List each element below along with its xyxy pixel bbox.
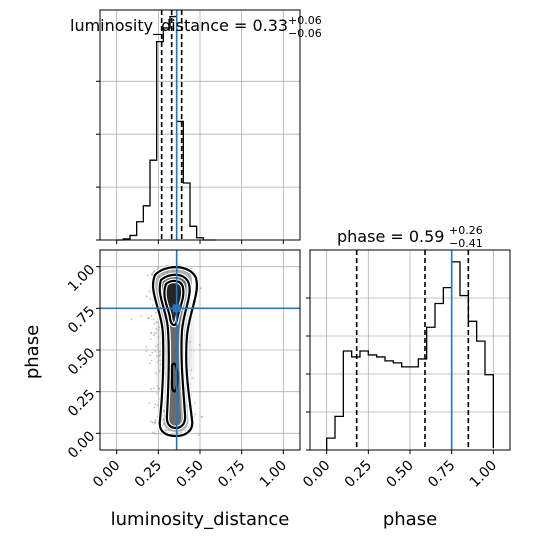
density-2d-sample xyxy=(156,404,159,407)
hist-phase-title-minus: −0.41 xyxy=(449,237,483,250)
density-2d-sample xyxy=(153,406,156,409)
density-2d-sample xyxy=(151,271,154,274)
density-2d-sample xyxy=(184,429,187,432)
density-2d-sample xyxy=(154,419,157,422)
density-2d-truth-marker xyxy=(172,304,181,313)
density-2d-sample xyxy=(149,362,151,365)
density-2d-sample xyxy=(145,350,148,353)
density-2d-sample xyxy=(151,421,154,424)
hist-luminosity-title: luminosity_distance = 0.33 xyxy=(70,16,288,36)
hist-luminosity-steps xyxy=(116,15,217,241)
hist-phase-title-plus: +0.26 xyxy=(449,224,483,237)
hist-phase-xtick-label-1: 0.25 xyxy=(342,458,375,491)
density-2d-sample xyxy=(145,295,148,298)
density-2d-sample xyxy=(157,266,159,269)
density-2d-contour-outer xyxy=(151,266,198,438)
density-2d-xtick-label-0: 0.00 xyxy=(90,458,123,491)
hist-luminosity-grid xyxy=(100,10,300,241)
density-2d-sample xyxy=(150,331,153,334)
hist-luminosity-ticks xyxy=(96,80,284,244)
hist-phase-title: phase = 0.59 xyxy=(337,227,444,246)
density-2d-contour-mid xyxy=(158,273,191,430)
density-2d-sample xyxy=(152,387,155,390)
density-2d-sample xyxy=(140,315,143,318)
hist-phase-xtick-label-0: 0.00 xyxy=(300,458,333,491)
hist-phase-quantiles xyxy=(355,250,470,450)
hist-phase-panel: 0.00 0.25 0.50 0.75 1.00 phase = 0.59 +0.26 … xyxy=(300,224,511,530)
density-2d-sample xyxy=(151,304,154,307)
density-2d-sample xyxy=(154,403,157,406)
density-2d-sample xyxy=(150,315,153,317)
density-2d-ytick-label-4: 1.00 xyxy=(65,262,98,295)
density-2d-sample xyxy=(164,429,167,432)
density-2d-sample xyxy=(198,343,201,346)
density-2d-sample xyxy=(151,273,153,276)
density-2d-xtick-label-4: 1.00 xyxy=(257,458,290,491)
density-2d-sample xyxy=(154,421,157,424)
hist-phase-xtick-label-4: 1.00 xyxy=(467,458,500,491)
hist-luminosity-quantiles xyxy=(160,10,183,240)
density-2d-sample xyxy=(149,354,152,357)
density-2d-sample xyxy=(152,318,155,320)
density-2d-sample xyxy=(151,351,154,354)
density-2d-sample xyxy=(153,270,155,273)
hist-luminosity-title-plus: +0.06 xyxy=(288,14,322,27)
hist-phase-grid xyxy=(310,250,510,451)
density-2d-sample xyxy=(153,421,156,424)
hist-phase-ticks: 0.00 0.25 0.50 0.75 1.00 xyxy=(300,297,500,491)
density-2d-sample xyxy=(145,345,147,348)
density-2d-xtick-label-3: 0.75 xyxy=(215,458,248,491)
density-2d-ytick-label-2: 0.50 xyxy=(65,345,98,378)
x-axis-label-phase: phase xyxy=(383,509,437,530)
density-2d-sample xyxy=(148,402,151,405)
density-2d-sample xyxy=(147,317,150,320)
density-2d-grid xyxy=(100,250,300,450)
hist-phase-steps xyxy=(326,261,494,450)
density-2d-sample xyxy=(149,297,152,300)
density-2d-sample xyxy=(200,415,203,418)
density-2d-sample xyxy=(148,290,151,293)
y-axis-label-phase: phase xyxy=(22,325,43,379)
density-2d-xtick-label-2: 0.50 xyxy=(173,458,206,491)
density-2d-sample xyxy=(201,416,204,418)
density-2d-sample xyxy=(147,316,150,319)
density-2d-sample xyxy=(199,287,202,290)
x-axis-label-luminosity: luminosity_distance xyxy=(111,509,290,530)
density-2d-sample xyxy=(152,431,155,434)
hist-phase-xtick-label-2: 0.50 xyxy=(383,458,416,491)
density-2d-sample xyxy=(150,332,152,335)
density-2d-ytick-label-0: 0.00 xyxy=(65,428,98,461)
density-2d-sample xyxy=(164,428,167,431)
density-2d-sample xyxy=(193,413,196,416)
density-2d-sample xyxy=(149,338,152,340)
density-2d-sample xyxy=(154,433,157,435)
density-2d-ytick-label-3: 0.75 xyxy=(65,303,98,336)
density-2d-xtick-label-1: 0.25 xyxy=(132,458,165,491)
density-2d-sample xyxy=(197,433,200,436)
density-2d-sample xyxy=(130,318,133,321)
density-2d-sample xyxy=(194,402,196,405)
density-2d-sample xyxy=(147,274,149,277)
density-2d-sample xyxy=(150,388,152,390)
hist-luminosity-panel: luminosity_distance = 0.33 +0.06 −0.06 xyxy=(70,9,322,244)
density-2d-panel: 0.000.000.250.250.500.500.750.751.001.00… xyxy=(22,249,301,530)
density-2d-sample xyxy=(150,359,153,362)
density-2d-sample xyxy=(149,420,152,423)
hist-phase-xtick-label-3: 0.75 xyxy=(425,458,458,491)
density-2d-ytick-label-1: 0.25 xyxy=(65,387,98,420)
hist-luminosity-title-minus: −0.06 xyxy=(288,27,322,40)
density-2d-sample xyxy=(154,422,156,425)
